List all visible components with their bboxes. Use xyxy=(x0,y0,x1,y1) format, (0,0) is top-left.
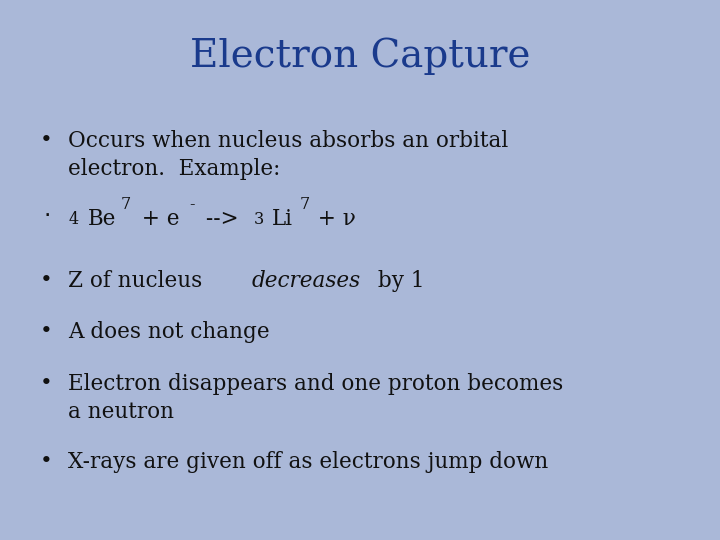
Text: A does not change: A does not change xyxy=(68,321,270,343)
Text: -: - xyxy=(189,196,195,213)
Text: Electron disappears and one proton becomes
a neutron: Electron disappears and one proton becom… xyxy=(68,373,564,423)
Text: Electron Capture: Electron Capture xyxy=(190,38,530,75)
Text: 7: 7 xyxy=(120,196,130,213)
Text: + e: + e xyxy=(135,208,180,230)
Text: decreases: decreases xyxy=(252,270,361,292)
Text: •: • xyxy=(40,373,53,393)
Text: •: • xyxy=(40,130,53,150)
Text: 7: 7 xyxy=(300,196,310,213)
Text: •: • xyxy=(40,321,53,341)
Text: X-rays are given off as electrons jump down: X-rays are given off as electrons jump d… xyxy=(68,451,549,473)
Text: Occurs when nucleus absorbs an orbital
electron.  Example:: Occurs when nucleus absorbs an orbital e… xyxy=(68,130,508,180)
Text: ·: · xyxy=(43,205,50,228)
Text: •: • xyxy=(40,451,53,471)
Text: 4: 4 xyxy=(68,211,78,227)
Text: by 1: by 1 xyxy=(371,270,424,292)
Text: •: • xyxy=(40,270,53,290)
Text: Li: Li xyxy=(271,208,292,230)
Text: Be: Be xyxy=(88,208,116,230)
Text: + ν: + ν xyxy=(311,208,356,230)
Text: Z of nucleus: Z of nucleus xyxy=(68,270,210,292)
Text: -->: --> xyxy=(199,208,246,230)
Text: 3: 3 xyxy=(254,211,264,227)
